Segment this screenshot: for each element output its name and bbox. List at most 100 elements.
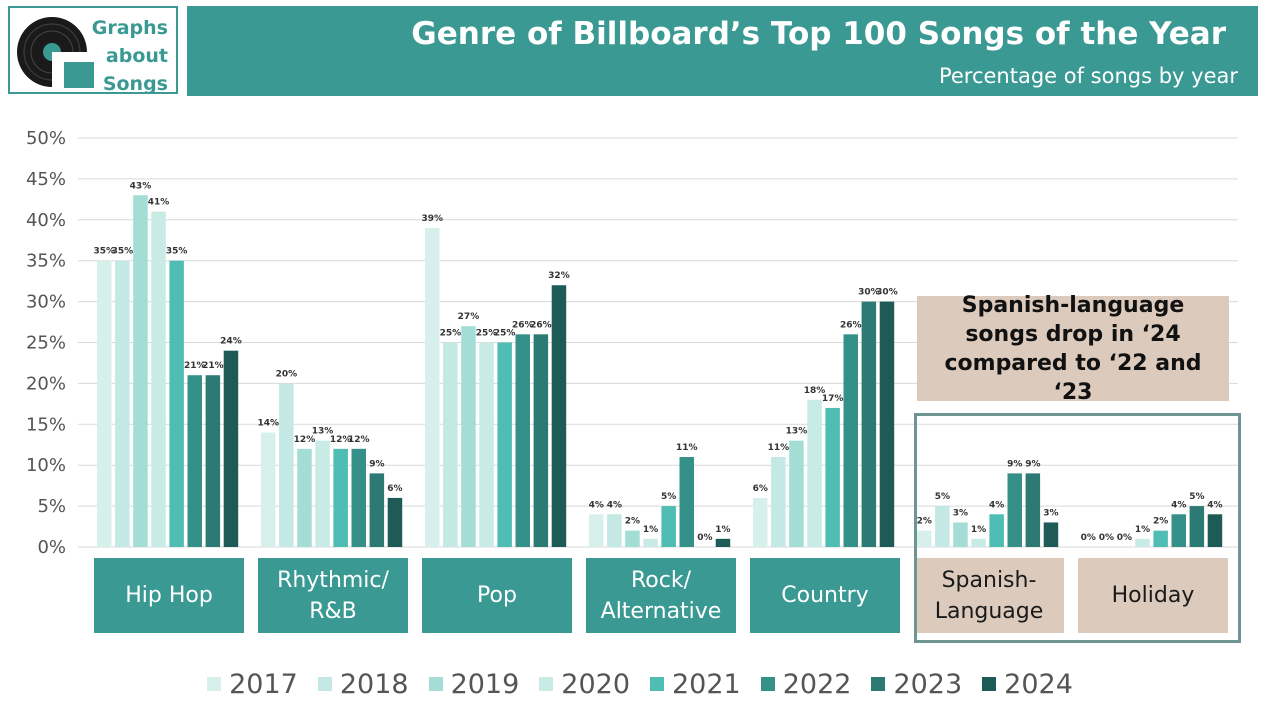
y-tick-label: 25% [26,333,66,354]
data-label: 11% [676,443,698,453]
legend-label: 2021 [672,668,741,700]
data-label: 43% [130,181,152,191]
data-label: 0% [1099,533,1114,543]
legend-swatch [428,677,443,691]
bar [971,538,986,547]
bar [953,522,968,547]
data-label: 25% [476,329,498,339]
data-label: 9% [369,459,384,469]
bar [989,514,1004,547]
data-label: 3% [1043,508,1058,518]
category-label: Holiday [1078,558,1228,633]
legend-swatch [982,677,997,691]
y-tick-label: 0% [37,537,66,558]
legend-item: 2021 [650,669,741,700]
bar [589,514,604,547]
y-tick-label: 10% [26,455,66,476]
bar [497,342,512,547]
data-label: 26% [512,320,534,330]
category-label: Pop [422,558,572,633]
data-label: 32% [548,271,570,281]
bar [679,457,694,547]
bar [807,399,822,547]
bar [425,227,440,548]
data-label: 24% [220,337,242,347]
legend-label: 2022 [782,668,852,700]
legend-item: 2022 [760,668,852,700]
header-banner: Genre of Billboard’s Top 100 Songs of th… [187,6,1258,96]
bar [1189,506,1205,547]
bar [187,375,202,547]
bar [1007,473,1022,547]
bar [205,375,221,547]
legend-label: 2024 [1004,668,1073,700]
bar [97,260,112,547]
y-tick-label: 15% [26,414,66,435]
data-label: 25% [494,329,516,339]
data-label: 35% [166,247,188,257]
legend-item: 2024 [982,669,1073,700]
data-label: 4% [1171,500,1186,510]
data-label: 12% [330,435,352,445]
bar [1025,473,1041,547]
data-label: 11% [768,443,790,453]
bar [515,334,530,547]
bar [607,514,622,547]
y-tick-label: 20% [26,373,66,394]
data-label: 41% [148,198,170,208]
category-label: Rock/ Alternative [586,558,736,633]
bar [625,530,640,547]
data-label: 5% [1189,492,1204,502]
data-label: 26% [840,320,862,330]
data-label: 35% [112,247,134,257]
bar [333,448,348,547]
legend-item: 2017 [207,669,298,700]
category-label: Rhythmic/ R&B [258,558,408,633]
bar [643,538,658,547]
data-label: 4% [589,500,604,510]
legend-item: 2020 [539,669,630,700]
chart-subtitle: Percentage of songs by year [938,64,1238,88]
bar [771,457,786,547]
bar [715,538,731,547]
bar [1171,514,1186,547]
data-label: 4% [607,500,622,510]
legend-label: 2017 [229,668,298,700]
data-label: 6% [753,484,768,494]
category-label: Hip Hop [94,558,244,633]
bar [261,432,276,547]
legend-swatch [207,677,222,691]
bar [351,448,366,547]
data-label: 0% [1117,533,1132,543]
data-label: 18% [804,386,826,396]
data-label: 21% [202,361,224,371]
bar [443,342,458,547]
legend-swatch [539,677,554,691]
data-label: 1% [643,525,658,535]
bar [661,506,676,547]
bar [151,211,166,547]
bar [461,326,476,547]
data-label: 39% [421,214,443,224]
bar [1207,514,1223,547]
data-label: 20% [276,369,298,379]
data-label: 17% [822,394,844,404]
data-label: 0% [697,533,712,543]
bar [387,497,403,547]
data-label: 5% [661,492,676,502]
bar [825,407,840,547]
bar [551,285,567,547]
legend-label: 2020 [561,668,630,700]
bar [315,440,330,547]
data-label: 4% [989,500,1004,510]
vinyl-record-icon [17,17,94,88]
bar [133,195,148,547]
bar [533,334,549,547]
legend-swatch [760,677,775,691]
data-label: 2% [917,517,932,527]
category-label: Country [750,558,900,633]
legend-label: 2018 [339,668,409,700]
legend-swatch [317,677,332,691]
legend-item: 2018 [317,668,409,700]
